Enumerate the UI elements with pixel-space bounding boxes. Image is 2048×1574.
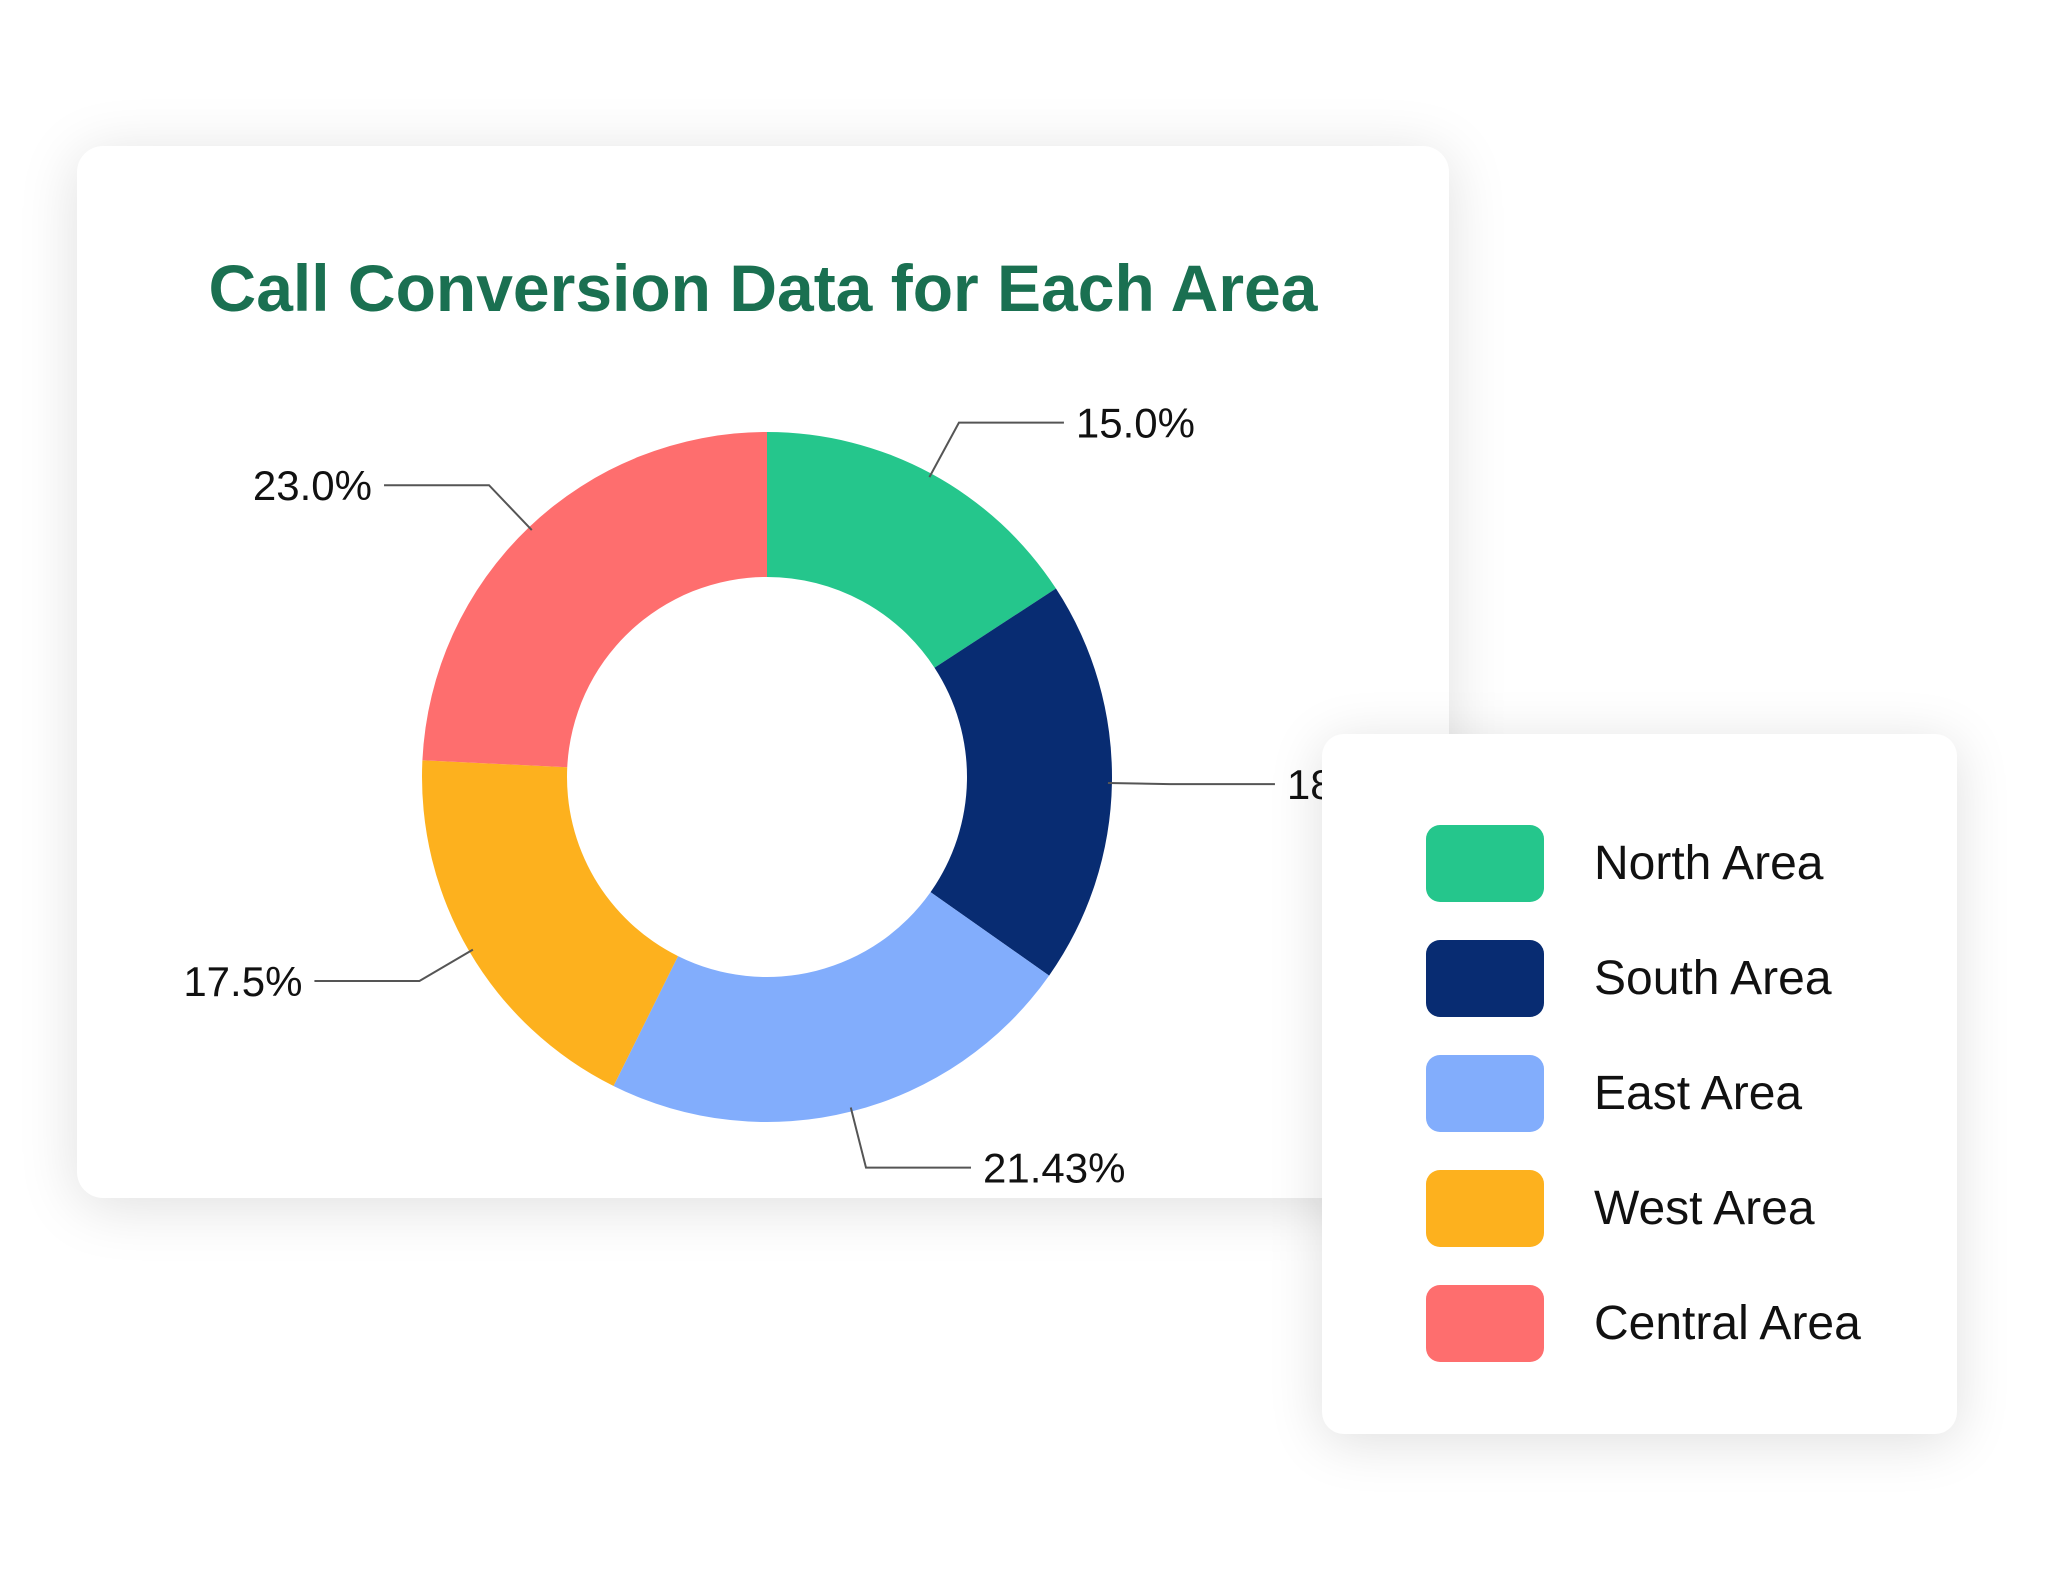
legend-list: North Area South Area East Area West Area Ce… xyxy=(1426,825,1861,1400)
leader-line-central-area xyxy=(384,484,533,531)
slice-central-area xyxy=(422,432,767,768)
legend-swatch-south-area xyxy=(1426,940,1544,1017)
slice-group xyxy=(422,432,1113,1122)
leader-line-group xyxy=(314,421,1275,1169)
legend: North Area South Area East Area West Area Ce… xyxy=(1322,734,1957,1434)
chart-title: Call Conversion Data for Each Area xyxy=(208,251,1318,325)
data-label-west-area: 17.5% xyxy=(183,958,302,1005)
leader-line-south-area xyxy=(1107,782,1275,786)
data-label-central-area: 23.0% xyxy=(253,462,372,509)
legend-item-central-area: Central Area xyxy=(1426,1285,1861,1362)
legend-label-south-area: South Area xyxy=(1594,952,1832,1005)
legend-swatch-west-area xyxy=(1426,1170,1544,1247)
leader-line-north-area xyxy=(928,421,1064,478)
legend-item-west-area: West Area xyxy=(1426,1170,1861,1247)
legend-item-south-area: South Area xyxy=(1426,940,1861,1017)
leader-line-west-area xyxy=(314,948,474,982)
legend-swatch-central-area xyxy=(1426,1285,1544,1362)
slice-south-area xyxy=(930,588,1113,976)
slice-east-area xyxy=(613,892,1050,1122)
leader-line-east-area xyxy=(849,1107,972,1169)
legend-item-east-area: East Area xyxy=(1426,1055,1861,1132)
legend-label-west-area: West Area xyxy=(1594,1182,1815,1235)
data-label-north-area: 15.0% xyxy=(1076,400,1195,447)
legend-swatch-east-area xyxy=(1426,1055,1544,1132)
legend-label-north-area: North Area xyxy=(1594,837,1824,890)
legend-label-east-area: East Area xyxy=(1594,1067,1803,1120)
legend-swatch-north-area xyxy=(1426,825,1544,902)
legend-item-north-area: North Area xyxy=(1426,825,1861,902)
slice-north-area xyxy=(767,432,1056,668)
slice-west-area xyxy=(422,760,679,1086)
legend-label-central-area: Central Area xyxy=(1594,1297,1861,1350)
data-label-east-area: 21.43% xyxy=(983,1145,1125,1192)
